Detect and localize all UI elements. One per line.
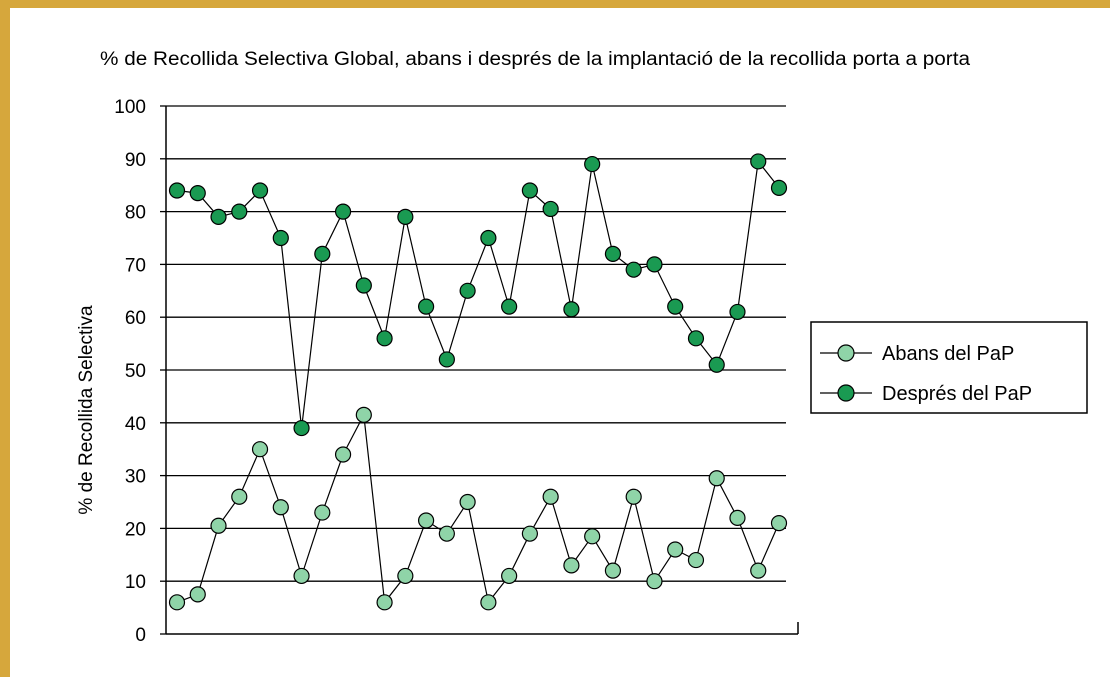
data-point bbox=[168, 182, 186, 199]
data-point bbox=[625, 488, 642, 505]
data-point bbox=[542, 200, 559, 218]
data-point bbox=[584, 155, 601, 173]
data-point bbox=[189, 586, 206, 603]
data-point bbox=[418, 512, 435, 529]
legend-marker-abans bbox=[837, 344, 855, 362]
data-point bbox=[646, 256, 663, 273]
y-tick-label: 80 bbox=[125, 203, 146, 224]
series-despres bbox=[168, 153, 788, 437]
data-point bbox=[708, 356, 725, 373]
data-point bbox=[687, 330, 705, 347]
data-point bbox=[501, 298, 518, 315]
y-tick-label: 60 bbox=[125, 308, 146, 329]
data-point bbox=[563, 301, 580, 318]
series-layer bbox=[168, 153, 788, 611]
chart-title: % de Recollida Selectiva Global, abans i… bbox=[100, 49, 970, 70]
axes bbox=[160, 105, 799, 635]
data-point bbox=[293, 419, 310, 437]
legend-label-despres: Després del PaP bbox=[882, 383, 1032, 405]
data-point bbox=[251, 182, 269, 199]
data-point bbox=[397, 208, 414, 225]
data-point bbox=[729, 303, 746, 321]
data-point bbox=[231, 488, 248, 505]
y-tick-label: 50 bbox=[125, 361, 146, 382]
series-abans bbox=[168, 406, 788, 611]
data-point bbox=[667, 541, 684, 558]
data-point bbox=[210, 208, 227, 225]
data-point bbox=[189, 185, 206, 202]
data-point bbox=[438, 351, 455, 368]
y-tick-label: 90 bbox=[125, 150, 146, 171]
data-point bbox=[729, 509, 746, 526]
data-point bbox=[480, 594, 497, 611]
legend-label-abans: Abans del PaP bbox=[882, 343, 1014, 365]
data-point bbox=[521, 182, 538, 199]
legend-box bbox=[810, 321, 1088, 414]
data-point bbox=[480, 229, 497, 247]
y-tick-label: 40 bbox=[125, 414, 146, 435]
data-point bbox=[501, 567, 518, 585]
data-point bbox=[251, 441, 269, 458]
data-point bbox=[168, 594, 186, 611]
legend-marker-despres bbox=[837, 384, 855, 402]
y-axis-label: % de Recollida Selectiva bbox=[76, 305, 97, 515]
data-point bbox=[210, 517, 227, 534]
series-line bbox=[176, 412, 780, 604]
data-point bbox=[770, 515, 788, 532]
series-line bbox=[176, 159, 780, 429]
y-tick-label: 70 bbox=[125, 255, 146, 276]
data-point bbox=[355, 277, 372, 294]
data-point bbox=[272, 229, 289, 247]
data-point bbox=[376, 330, 393, 347]
data-point bbox=[604, 245, 622, 262]
data-point bbox=[750, 153, 767, 170]
data-point bbox=[376, 594, 393, 611]
data-point bbox=[563, 557, 580, 574]
data-point bbox=[459, 493, 476, 511]
y-tick-labels: 0 10 20 30 40 50 60 70 80 90 100 bbox=[114, 97, 146, 646]
data-point bbox=[604, 562, 622, 579]
data-point bbox=[334, 203, 352, 220]
data-point bbox=[459, 282, 476, 299]
data-point bbox=[750, 562, 767, 579]
data-point bbox=[625, 261, 642, 278]
data-point bbox=[334, 446, 352, 463]
data-point bbox=[272, 499, 289, 516]
data-point bbox=[314, 504, 331, 521]
data-point bbox=[355, 406, 372, 423]
data-point bbox=[438, 525, 455, 542]
y-tick-label: 0 bbox=[135, 625, 146, 646]
data-point bbox=[314, 245, 331, 262]
data-point bbox=[397, 567, 414, 585]
data-point bbox=[770, 179, 788, 196]
data-point bbox=[646, 573, 663, 590]
data-point bbox=[542, 488, 559, 505]
y-tick-label: 10 bbox=[125, 572, 146, 593]
data-point bbox=[687, 551, 705, 569]
data-point bbox=[521, 525, 538, 542]
y-tick-label: 20 bbox=[125, 519, 146, 540]
legend: Abans del PaP Després del PaP bbox=[810, 321, 1088, 414]
data-point bbox=[708, 470, 725, 487]
data-point bbox=[293, 567, 310, 585]
data-point bbox=[584, 528, 601, 545]
data-point bbox=[418, 298, 435, 315]
data-point bbox=[667, 298, 684, 315]
y-tick-label: 100 bbox=[114, 97, 146, 118]
chart-frame: % de Recollida Selectiva Global, abans i… bbox=[10, 8, 1110, 677]
data-point bbox=[231, 203, 248, 220]
y-tick-label: 30 bbox=[125, 467, 146, 488]
line-chart: % de Recollida Selectiva Global, abans i… bbox=[76, 49, 1088, 646]
